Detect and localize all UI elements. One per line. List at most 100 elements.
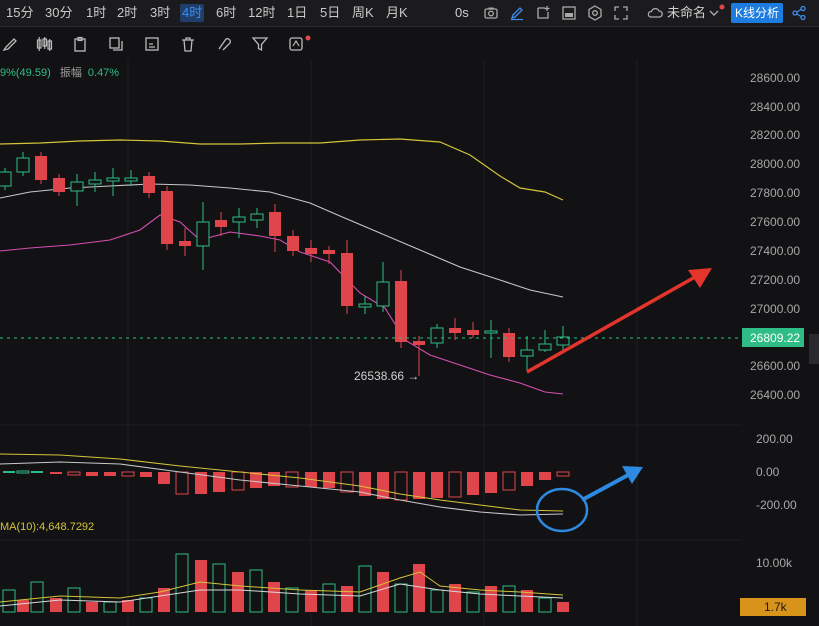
timeframe-tab-10[interactable]: 周K xyxy=(352,5,374,20)
volume-bar xyxy=(175,553,189,613)
drawbar-dot-icon xyxy=(305,35,311,41)
settings-icon[interactable] xyxy=(586,4,604,22)
volume-bar xyxy=(285,587,299,613)
candle-body-down xyxy=(269,212,281,236)
clipboard-icon[interactable] xyxy=(71,35,89,53)
price-axis-label: 27600.00 xyxy=(750,215,800,229)
timeframe-tab-4[interactable]: 3时 xyxy=(150,5,171,20)
macd-histogram-bar xyxy=(502,471,516,491)
volume-bar xyxy=(430,589,444,613)
top-toolbar: 15分 30分 1时 2时 3时 4时 6时 12时 1日 5日 周K 月K 0s 未命名 K线分析 xyxy=(0,0,819,27)
macd-axis-label: 200.00 xyxy=(756,432,793,446)
brush-icon[interactable] xyxy=(2,35,20,53)
volume-bar xyxy=(212,563,226,613)
price-axis-label: 28400.00 xyxy=(750,100,800,114)
volume-bar xyxy=(538,597,552,613)
timeframe-tab-9[interactable]: 5日 xyxy=(320,5,341,20)
sync-icon[interactable] xyxy=(287,35,305,53)
volume-bar xyxy=(466,591,480,613)
volume-bar xyxy=(358,565,372,613)
volume-bar xyxy=(485,586,497,612)
volume-bar xyxy=(103,601,117,613)
volume-bar xyxy=(17,600,29,612)
volume-axis-label: 10.00k xyxy=(756,556,793,570)
candle-body-down xyxy=(413,341,425,345)
macd-histogram-bar xyxy=(521,472,533,486)
blue-arrow-head xyxy=(622,466,643,484)
camera-icon[interactable] xyxy=(482,4,500,22)
candle-body-down xyxy=(467,330,479,335)
share-icon[interactable] xyxy=(790,4,808,22)
price-axis-label: 27200.00 xyxy=(750,273,800,287)
main-legend-value: 9%(49.59) xyxy=(0,67,51,79)
trash-icon[interactable] xyxy=(179,35,197,53)
volume-bar xyxy=(30,581,44,613)
candle-body-up xyxy=(232,216,246,223)
magnet-icon[interactable] xyxy=(215,35,233,53)
timeframe-tab-3[interactable]: 2时 xyxy=(117,5,138,20)
copy-icon[interactable] xyxy=(107,35,125,53)
macd-histogram-bar xyxy=(3,471,15,473)
candle-body-down xyxy=(53,178,65,192)
red-arrow-line xyxy=(526,275,696,374)
amplitude-value: 0.47% xyxy=(87,67,120,79)
candlestick-icon[interactable] xyxy=(35,35,53,53)
candle-body-up xyxy=(0,171,12,187)
amplitude-label: 振幅 xyxy=(59,67,82,79)
add-window-icon[interactable] xyxy=(534,4,552,22)
candle-body-down xyxy=(179,241,191,246)
timeframe-tab-1[interactable]: 30分 xyxy=(45,5,73,20)
macd-legend: MA(10):4,648.7292 xyxy=(0,521,95,533)
current-price-value: 26809.22 xyxy=(750,331,800,345)
edit-note-icon[interactable] xyxy=(143,35,161,53)
timeframe-tab-5[interactable]: 4时 xyxy=(180,4,205,22)
middle-band-line xyxy=(0,183,564,298)
macd-histogram-bar xyxy=(485,472,497,493)
layout-icon[interactable] xyxy=(560,4,578,22)
volume-bar xyxy=(521,590,533,612)
timeframe-tab-7[interactable]: 12时 xyxy=(248,5,276,20)
candle-body-down xyxy=(215,220,227,227)
candle-body-up xyxy=(430,327,444,344)
chart-canvas[interactable]: 28600.00 28400.00 28200.00 28000.00 27800.00… xyxy=(0,60,819,626)
macd-histogram-bar xyxy=(50,472,62,474)
macd-signal-line xyxy=(0,453,564,512)
price-axis-label: 26600.00 xyxy=(750,359,800,373)
volume-bar xyxy=(195,560,207,612)
candle-body-up xyxy=(484,330,498,334)
notification-dot-icon xyxy=(719,4,725,10)
macd-histogram-bar xyxy=(158,472,170,484)
macd-histogram-bar xyxy=(175,471,189,495)
timeframe-tab-0[interactable]: 15分 xyxy=(6,5,34,20)
timeframe-tab-11[interactable]: 月K xyxy=(386,5,408,20)
volume-bar xyxy=(158,588,170,612)
filter-icon[interactable] xyxy=(251,35,269,53)
volume-bar xyxy=(305,590,317,612)
volume-ma-line-2 xyxy=(0,583,564,607)
red-arrow-head xyxy=(688,268,712,288)
timeframe-tab-8[interactable]: 1日 xyxy=(287,5,308,20)
macd-histogram-bar xyxy=(16,470,30,474)
upper-band-line xyxy=(0,138,564,201)
candle-body-up xyxy=(250,213,264,221)
current-volume-tag xyxy=(740,598,806,616)
chevron-down-icon[interactable] xyxy=(705,4,723,22)
kline-analysis-button[interactable]: K线分析 xyxy=(731,3,783,23)
volume-bar xyxy=(377,572,389,612)
cloud-icon[interactable] xyxy=(646,4,664,22)
volume-bar xyxy=(268,582,280,612)
timeframe-tab-6[interactable]: 6时 xyxy=(216,5,237,20)
fullscreen-icon[interactable] xyxy=(612,4,630,22)
scroll-handle[interactable] xyxy=(809,334,819,364)
price-axis-label: 27400.00 xyxy=(750,244,800,258)
candle-body-up xyxy=(16,157,30,173)
candle-body-up xyxy=(358,303,372,308)
macd-histogram-bar xyxy=(250,472,262,488)
refresh-seconds[interactable]: 0s xyxy=(455,5,469,20)
pen-icon[interactable] xyxy=(508,4,526,22)
macd-histogram-bar xyxy=(121,471,135,477)
volume-bar xyxy=(139,597,153,613)
low-price-marker: 26538.66 → xyxy=(354,369,419,383)
timeframe-tab-2[interactable]: 1时 xyxy=(86,5,107,20)
layout-name[interactable]: 未命名 xyxy=(667,5,707,20)
